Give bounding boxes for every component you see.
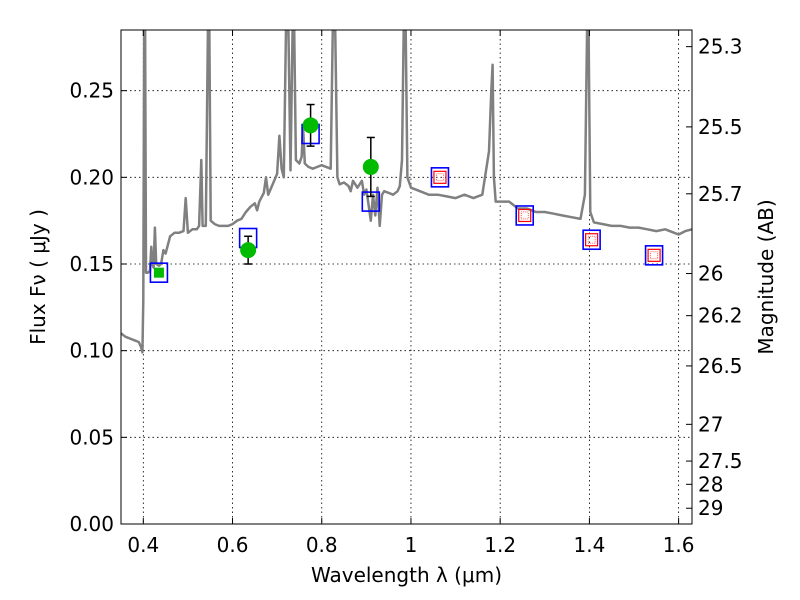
x-tick-label: 0.6 — [217, 533, 249, 557]
x-tick-label: 1.2 — [484, 533, 516, 557]
observed-point — [240, 242, 257, 259]
x-tick-label: 0.8 — [306, 533, 338, 557]
right-tick-label: 25.7 — [698, 182, 743, 206]
plot-area — [121, 30, 692, 354]
observed-series — [153, 103, 379, 278]
y-tick-label: 0.00 — [69, 512, 114, 536]
inner-square — [433, 170, 447, 184]
y-tick-label: 0.10 — [69, 339, 114, 363]
right-tick-label: 25.3 — [698, 35, 743, 59]
model-box — [515, 205, 535, 226]
x-axis-title: Wavelength λ (μm) — [311, 563, 502, 587]
model-box — [582, 229, 601, 251]
right-tick-label: 28 — [698, 472, 723, 496]
x-tick-label: 1 — [405, 533, 418, 557]
axis-ticks — [121, 30, 692, 525]
inner-square — [647, 248, 661, 262]
x-tick-label: 1.4 — [573, 533, 605, 557]
y-tick-label: 0.15 — [69, 252, 114, 276]
right-tick-label: 27 — [698, 412, 723, 436]
inner-square — [585, 233, 599, 247]
inner-square-dotted — [520, 211, 529, 220]
right-tick-label: 25.5 — [698, 115, 743, 139]
right-tick-label: 29 — [698, 496, 723, 520]
inner-square — [518, 208, 532, 223]
y-axis-title: Flux Fν ( μJy ) — [26, 209, 50, 345]
right-tick-label: 26 — [698, 262, 723, 286]
model-box — [644, 245, 664, 266]
spectrum-line — [121, 30, 692, 354]
spectrum-series — [121, 30, 692, 354]
inner-square-dotted — [650, 251, 658, 260]
inner-square-dotted — [436, 173, 444, 182]
y-tick-label: 0.25 — [69, 79, 114, 103]
inner-square-dotted — [587, 235, 596, 244]
tick-labels: 0.4 0.6 0.8 1 1.2 1.4 1.6 0.00 0.05 0.10 0.15 0.20 0… — [69, 35, 742, 557]
right-tick-label: 27.5 — [698, 449, 743, 473]
model-box — [430, 167, 450, 188]
plot-frame — [120, 29, 693, 525]
right-tick-label: 26.2 — [698, 304, 743, 328]
y-tick-label: 0.20 — [69, 165, 114, 189]
y-tick-label: 0.05 — [69, 425, 114, 449]
inner-square-series — [433, 170, 661, 262]
y-axis-right-title: Magnitude (AB) — [754, 199, 778, 354]
observed-point — [302, 117, 319, 134]
model-box — [149, 262, 169, 283]
x-tick-label: 0.4 — [127, 533, 159, 557]
right-tick-label: 26.5 — [698, 354, 743, 378]
x-tick-label: 1.6 — [663, 533, 695, 557]
observed-point — [362, 158, 379, 175]
observed-point — [153, 267, 164, 278]
